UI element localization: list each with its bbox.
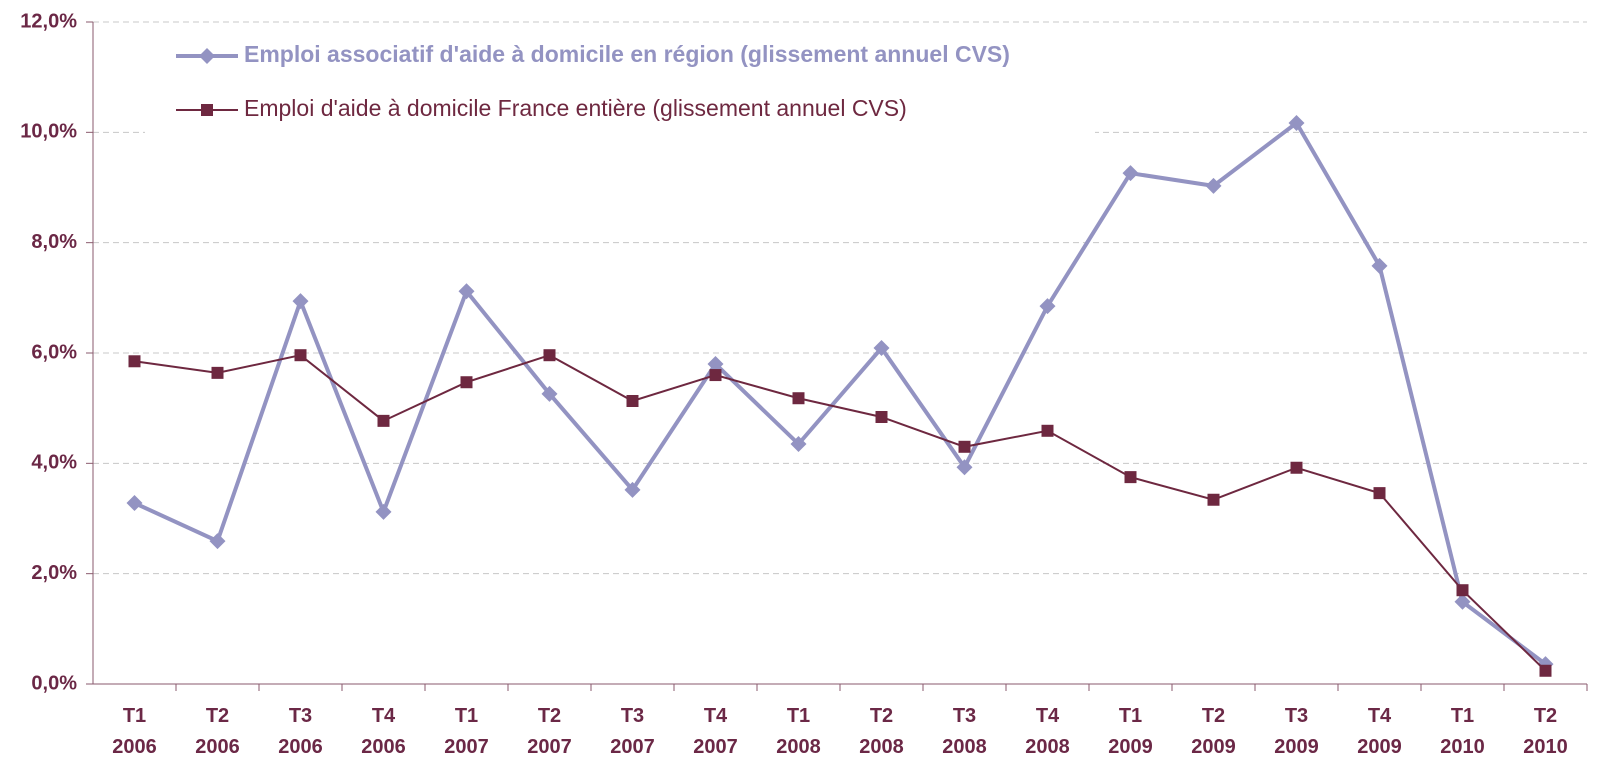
data-point — [1122, 165, 1139, 182]
data-point — [956, 459, 973, 476]
data-point — [1454, 593, 1471, 610]
data-point — [460, 376, 473, 389]
data-point — [1205, 177, 1222, 194]
legend-label: Emploi d'aide à domicile France entière … — [244, 95, 907, 121]
x-tick-label: T2 2010 — [1523, 705, 1568, 758]
data-point — [709, 369, 722, 382]
data-point — [875, 410, 888, 423]
data-point — [958, 440, 971, 453]
legend-marker — [199, 48, 215, 64]
data-point — [626, 394, 639, 407]
data-point — [1041, 424, 1054, 437]
x-tick-label: T1 2009 — [1108, 705, 1153, 758]
data-point — [128, 355, 141, 368]
data-point — [1456, 584, 1469, 597]
x-tick-label: T4 2009 — [1357, 705, 1402, 758]
data-point — [1373, 487, 1386, 500]
data-point — [1207, 493, 1220, 506]
legend-marker — [201, 104, 213, 116]
data-point — [1290, 461, 1303, 474]
series-line — [134, 354, 1547, 672]
data-point — [377, 414, 390, 427]
legend-background — [145, 30, 1095, 140]
y-tick-label: 6,0% — [31, 341, 77, 363]
data-point — [543, 349, 556, 362]
data-point — [375, 503, 392, 520]
data-point — [1371, 257, 1388, 274]
y-tick-label: 12,0% — [20, 10, 77, 32]
series-line — [133, 119, 1547, 666]
x-tick-label: T1 2006 — [112, 705, 157, 758]
x-tick-label: T1 2007 — [444, 705, 489, 758]
data-point — [211, 366, 224, 379]
x-tick-label: T1 2008 — [776, 705, 821, 758]
x-tick-label: T4 2006 — [361, 705, 406, 758]
data-point — [458, 283, 475, 300]
data-point — [1039, 298, 1056, 315]
y-tick-label: 8,0% — [31, 231, 77, 253]
x-tick-label: T3 2006 — [278, 705, 323, 758]
x-tick-label: T3 2007 — [610, 705, 655, 758]
y-tick-label: 0,0% — [31, 672, 77, 694]
y-tick-label: 10,0% — [20, 121, 77, 143]
x-tick-label: T4 2007 — [693, 705, 738, 758]
x-tick-label: T2 2006 — [195, 705, 240, 758]
data-point — [541, 385, 558, 402]
data-point — [1539, 664, 1552, 677]
x-tick-label: T4 2008 — [1025, 705, 1070, 758]
data-point — [624, 481, 641, 498]
data-point — [873, 340, 890, 357]
x-tick-label: T2 2007 — [527, 705, 572, 758]
legend-label: Emploi associatif d'aide à domicile en r… — [244, 41, 1010, 67]
data-point — [1124, 471, 1137, 484]
x-tick-label: T3 2008 — [942, 705, 987, 758]
x-tick-label: T1 2010 — [1440, 705, 1485, 758]
x-tick-label: T2 2008 — [859, 705, 904, 758]
y-tick-label: 2,0% — [31, 562, 77, 584]
data-point — [292, 293, 309, 310]
data-point — [294, 349, 307, 362]
x-tick-label: T2 2009 — [1191, 705, 1236, 758]
data-point — [126, 495, 143, 512]
data-point — [792, 392, 805, 405]
data-point — [209, 533, 226, 550]
data-point — [707, 356, 724, 373]
x-tick-label: T3 2009 — [1274, 705, 1319, 758]
y-tick-label: 4,0% — [31, 452, 77, 474]
data-point — [1288, 114, 1305, 131]
data-point — [790, 436, 807, 453]
